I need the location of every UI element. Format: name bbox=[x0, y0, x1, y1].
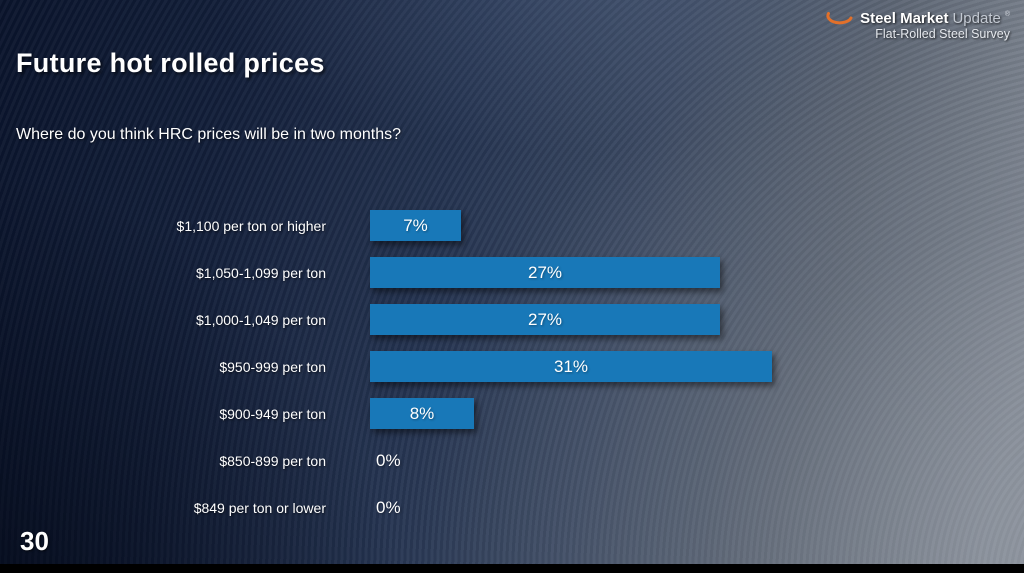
bar-area: 27% bbox=[348, 257, 820, 288]
chart-row: $849 per ton or lower 0% bbox=[0, 484, 820, 531]
bar: 8% bbox=[370, 398, 474, 429]
category-label: $950-999 per ton bbox=[219, 358, 326, 375]
chart-row: $1,050-1,099 per ton 27% bbox=[0, 249, 820, 296]
bar-value-label: 0% bbox=[376, 450, 401, 470]
logo: Steel Market Update ® Flat-Rolled Steel … bbox=[824, 8, 1010, 41]
bar-value-label: 8% bbox=[409, 403, 435, 423]
bar: 27% bbox=[370, 257, 720, 288]
bar-area: 27% bbox=[348, 304, 820, 335]
logo-subtitle: Flat-Rolled Steel Survey bbox=[875, 27, 1010, 41]
bar: 31% bbox=[370, 351, 772, 382]
bar: 27% bbox=[370, 304, 720, 335]
bar: 7% bbox=[370, 210, 461, 241]
logo-brand-light: Update bbox=[952, 9, 1001, 27]
page-number: 30 bbox=[20, 526, 49, 556]
category-label: $1,050-1,099 per ton bbox=[196, 264, 326, 281]
logo-swoosh-icon bbox=[826, 12, 853, 25]
question-text: Where do you think HRC prices will be in… bbox=[16, 126, 402, 143]
bar-area: 0% bbox=[348, 451, 820, 471]
bar-chart: $1,100 per ton or higher 7% $1,050-1,099 p… bbox=[0, 202, 820, 531]
chart-row: $950-999 per ton 31% bbox=[0, 343, 820, 390]
page-title: Future hot rolled prices bbox=[16, 48, 325, 78]
bar-value-label: 27% bbox=[527, 309, 563, 329]
chart-row: $1,100 per ton or higher 7% bbox=[0, 202, 820, 249]
bar-area: 8% bbox=[348, 398, 820, 429]
bar-value-label: 0% bbox=[376, 497, 401, 517]
bar-value-label: 31% bbox=[553, 356, 589, 376]
chart-row: $900-949 per ton 8% bbox=[0, 390, 820, 437]
category-label: $1,100 per ton or higher bbox=[176, 217, 326, 234]
logo-brand-bold: Steel Market bbox=[860, 9, 949, 27]
category-label: $1,000-1,049 per ton bbox=[196, 311, 326, 328]
chart-row: $1,000-1,049 per ton 27% bbox=[0, 296, 820, 343]
logo-trademark: ® bbox=[1004, 10, 1010, 18]
bar-area: 0% bbox=[348, 498, 820, 518]
bar-value-label: 27% bbox=[527, 262, 563, 282]
category-label: $849 per ton or lower bbox=[193, 499, 326, 516]
bar-area: 7% bbox=[348, 210, 820, 241]
category-label: $900-949 per ton bbox=[219, 405, 326, 422]
bar-area: 31% bbox=[348, 351, 820, 382]
bottom-bar bbox=[0, 564, 1024, 573]
logo-brand-line: Steel Market Update ® bbox=[824, 8, 1010, 28]
category-label: $850-899 per ton bbox=[219, 452, 326, 469]
chart-row: $850-899 per ton 0% bbox=[0, 437, 820, 484]
bar-value-label: 7% bbox=[403, 215, 428, 235]
